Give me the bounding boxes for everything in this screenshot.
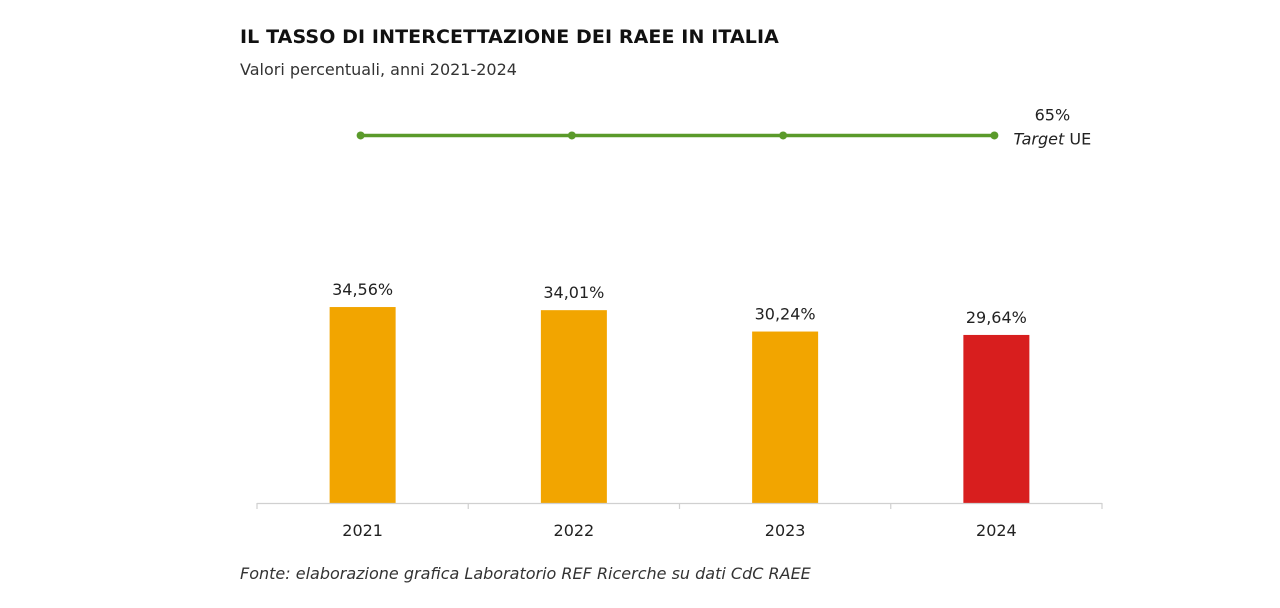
bar-2021 bbox=[329, 307, 396, 503]
target-value-label: 65% bbox=[1035, 105, 1071, 124]
target-marker-2024 bbox=[990, 131, 999, 140]
chart-subtitle: Valori percentuali, anni 2021-2024 bbox=[240, 60, 517, 79]
target-marker-2022 bbox=[567, 131, 576, 140]
target-marker-2021 bbox=[356, 131, 365, 140]
target-name-suffix: UE bbox=[1069, 129, 1091, 148]
bar-2022 bbox=[540, 310, 607, 503]
bars-layer: 34,56% 34,01% 30,24% 29,64% bbox=[329, 280, 1030, 503]
target-name-label: Target UE bbox=[1014, 129, 1092, 148]
target-line-group: 65% Target UE bbox=[356, 105, 1092, 148]
x-tick-label-2024: 2024 bbox=[976, 521, 1017, 540]
data-label-2021: 34,56% bbox=[332, 280, 393, 299]
data-label-2024: 29,64% bbox=[966, 308, 1027, 327]
x-tick-label-2021: 2021 bbox=[342, 521, 383, 540]
target-name-prefix: Target bbox=[1014, 129, 1070, 148]
chart-title: IL TASSO DI INTERCETTAZIONE DEI RAEE IN … bbox=[240, 26, 779, 48]
x-tick-label-2022: 2022 bbox=[554, 521, 595, 540]
bar-2024 bbox=[963, 334, 1030, 503]
x-tick-label-2023: 2023 bbox=[765, 521, 806, 540]
target-marker-2023 bbox=[779, 131, 788, 140]
source-note: Fonte: elaborazione grafica Laboratorio … bbox=[240, 564, 811, 583]
bar-2023 bbox=[752, 331, 819, 503]
data-label-2023: 30,24% bbox=[755, 305, 816, 324]
x-axis: 2021 2022 2023 2024 bbox=[256, 502, 1103, 540]
data-label-2022: 34,01% bbox=[543, 283, 604, 302]
